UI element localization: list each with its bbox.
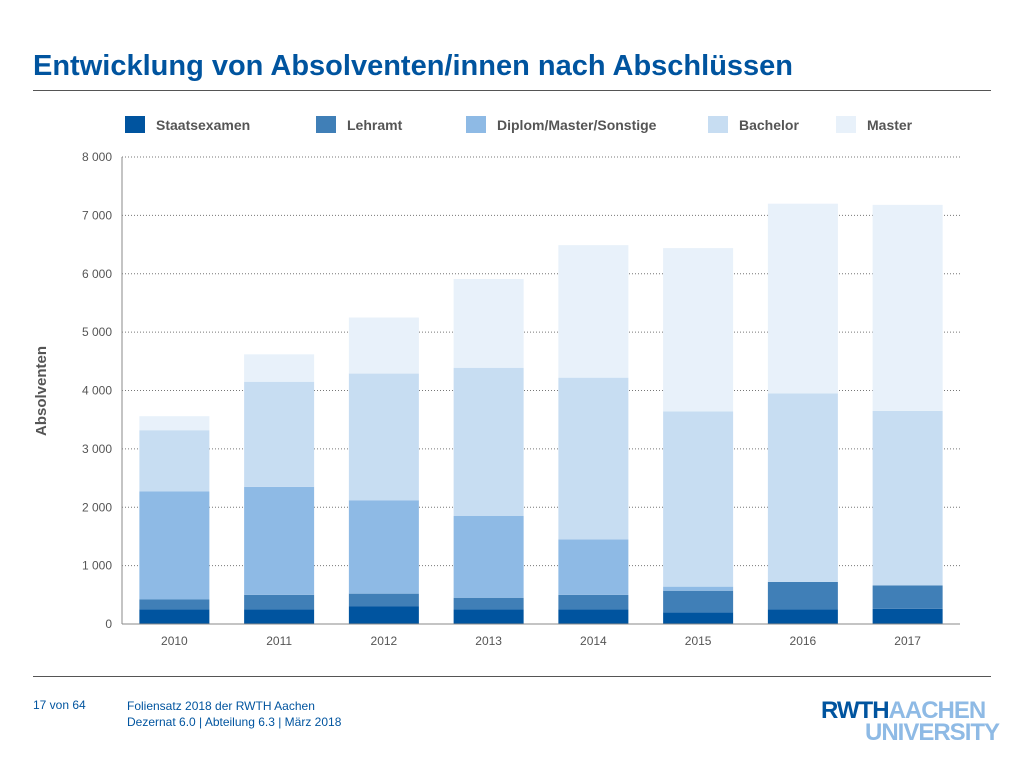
y-tick-label: 5 000 xyxy=(82,325,112,339)
bar-segment xyxy=(767,203,838,394)
chart-bars xyxy=(139,203,943,624)
bar-segment xyxy=(663,590,734,613)
legend-label: Lehramt xyxy=(347,117,403,133)
bar-segment xyxy=(139,491,210,600)
y-tick-label: 3 000 xyxy=(82,442,112,456)
legend-swatch xyxy=(125,116,145,133)
y-tick-label: 4 000 xyxy=(82,384,112,398)
y-tick-label: 8 000 xyxy=(82,150,112,164)
bar-segment xyxy=(558,377,629,540)
bar-segment xyxy=(663,612,734,624)
y-tick-label: 1 000 xyxy=(82,559,112,573)
x-tick-label: 2012 xyxy=(371,634,398,648)
x-tick-label: 2015 xyxy=(685,634,712,648)
bar-segment xyxy=(139,609,210,624)
bar-segment xyxy=(453,597,524,610)
bar-segment xyxy=(453,609,524,624)
stacked-bar-chart: Staatsexamen Lehramt Diplom/Master/Sonstig… xyxy=(33,116,960,648)
bar-segment xyxy=(348,606,419,624)
x-tick-label: 2016 xyxy=(790,634,817,648)
page-number: 17 von 64 xyxy=(33,698,86,712)
legend-swatch xyxy=(466,116,486,133)
legend-swatch xyxy=(316,116,336,133)
bar-segment xyxy=(348,373,419,501)
y-tick-label: 7 000 xyxy=(82,208,112,222)
chart-gridlines: 0 1 000 2 000 3 000 4 000 5 000 6 000 7 000 8 00… xyxy=(82,150,960,631)
bar-segment xyxy=(767,581,838,610)
bar-segment xyxy=(663,248,734,412)
legend-swatch xyxy=(836,116,856,133)
bar-segment xyxy=(244,354,315,382)
bar-segment xyxy=(663,586,734,591)
footer-divider xyxy=(33,676,991,677)
bar-segment xyxy=(767,393,838,582)
bar-segment xyxy=(244,609,315,624)
rwth-logo: RWTH AACHEN UNIVERSITY xyxy=(821,697,1000,745)
bar-segment xyxy=(872,608,943,624)
x-tick-label: 2017 xyxy=(894,634,921,648)
logo-rwth: RWTH xyxy=(821,697,890,724)
x-tick-label: 2014 xyxy=(580,634,607,648)
x-tick-label: 2010 xyxy=(161,634,188,648)
bar-segment xyxy=(244,486,315,595)
footer-line-2: Dezernat 6.0 | Abteilung 6.3 | März 2018 xyxy=(127,715,342,729)
chart-legend: Staatsexamen Lehramt Diplom/Master/Sonstig… xyxy=(125,116,913,133)
bar-segment xyxy=(558,539,629,595)
slide-title: Entwicklung von Absolventen/innen nach A… xyxy=(33,50,794,82)
bar-segment xyxy=(453,516,524,598)
legend-swatch xyxy=(708,116,728,133)
legend-label: Master xyxy=(867,117,913,133)
legend-label: Staatsexamen xyxy=(156,117,250,133)
bar-segment xyxy=(872,585,943,609)
y-axis-label: Absolventen xyxy=(33,346,50,436)
bar-segment xyxy=(348,317,419,374)
legend-label: Bachelor xyxy=(739,117,799,133)
bar-segment xyxy=(663,411,734,587)
logo-aachen: AACHEN xyxy=(888,697,987,724)
y-tick-label: 2 000 xyxy=(82,500,112,514)
logo-university: UNIVERSITY xyxy=(865,719,1000,746)
footer-info: Foliensatz 2018 der RWTH Aachen Dezernat… xyxy=(127,698,341,730)
x-tick-label: 2013 xyxy=(475,634,502,648)
bar-segment xyxy=(872,204,943,411)
bar-segment xyxy=(139,430,210,492)
chart-axes: 2010 2011 2012 2013 2014 2015 2016 2017 xyxy=(121,157,960,648)
bar-segment xyxy=(348,500,419,594)
bar-segment xyxy=(139,416,210,431)
bar-segment xyxy=(453,279,524,368)
x-tick-label: 2011 xyxy=(266,634,292,648)
bar-segment xyxy=(348,593,419,607)
footer-line-1: Foliensatz 2018 der RWTH Aachen xyxy=(127,699,315,713)
bar-segment xyxy=(558,609,629,624)
bar-segment xyxy=(139,599,210,610)
bar-segment xyxy=(558,245,629,378)
bar-segment xyxy=(872,410,943,586)
title-divider xyxy=(33,90,991,91)
bar-segment xyxy=(453,367,524,517)
bar-segment xyxy=(558,594,629,610)
y-tick-label: 6 000 xyxy=(82,267,112,281)
legend-label: Diplom/Master/Sonstige xyxy=(497,117,657,133)
y-tick-label: 0 xyxy=(105,617,112,631)
bar-segment xyxy=(767,609,838,624)
bar-segment xyxy=(244,381,315,487)
bar-segment xyxy=(244,594,315,610)
